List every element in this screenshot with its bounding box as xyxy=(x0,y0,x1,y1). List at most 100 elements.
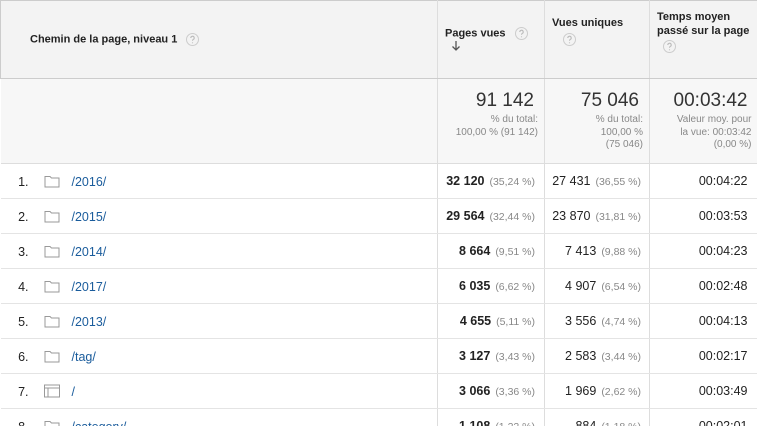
page-path-link[interactable]: /tag/ xyxy=(71,349,96,364)
unique-views-cell: 27 431 (36,55 %) xyxy=(544,163,650,199)
unique-views-value: 3 556 xyxy=(565,314,597,328)
data-row: 4. /2017/6 035 (6,62 %) 4 907 (6,54 %) 00:02:… xyxy=(0,268,757,304)
unique-views-cell: 23 870 (31,81 %) xyxy=(544,198,650,234)
unique-views-cell: 4 907 (6,54 %) xyxy=(544,268,650,304)
column-header[interactable]: Temps moyen passé sur la page xyxy=(649,0,757,79)
page-path-link[interactable]: /2015/ xyxy=(71,209,107,224)
column-header[interactable]: Vues uniques xyxy=(544,0,650,79)
page-icon xyxy=(43,384,60,397)
avg-time-value: 00:03:49 xyxy=(698,384,748,398)
dimension-cell: 2. /2015/ xyxy=(0,198,438,234)
dimension-cell: 7. / xyxy=(0,373,438,409)
row-index: 8. xyxy=(1,420,28,426)
unique-views-value: 23 870 xyxy=(552,209,591,223)
help-icon[interactable] xyxy=(186,33,200,46)
note-line: 100,00 % xyxy=(600,126,643,138)
total-note: % du total: 100,00 % (91 142) xyxy=(438,114,544,139)
header-text: Pages vues xyxy=(445,27,506,40)
note-line: (0,00 %) xyxy=(713,139,752,150)
avg-time-cell: 00:03:49 xyxy=(649,373,757,409)
data-row: 2. /2015/29 564 (32,44 %) 23 870 (31,81 %) 00… xyxy=(0,198,757,234)
column-header[interactable]: Pages vues xyxy=(437,0,545,79)
header-row: Chemin de la page, niveau 1 Pages vues V… xyxy=(0,0,757,79)
data-row: 7. / 3 066 (3,36 %) 1 969 (2,62 %) 00:03:49 xyxy=(0,373,757,409)
page-path-link[interactable]: /2014/ xyxy=(71,244,107,259)
data-row: 6. /tag/3 127 (3,43 %) 2 583 (3,44 %) 00:02:1… xyxy=(0,338,757,374)
avg-time-value: 00:03:53 xyxy=(698,209,748,223)
pageviews-cell: 32 120 (35,24 %) xyxy=(437,163,545,199)
totals-label-cell xyxy=(0,78,438,164)
dimension-cell: 1. /2016/ xyxy=(0,163,438,199)
pageviews-value: 6 035 xyxy=(459,279,491,293)
pageviews-cell: 6 035 (6,62 %) xyxy=(437,268,545,304)
avg-time-value: 00:02:17 xyxy=(698,349,748,363)
dimension-cell: 8. /category/ xyxy=(0,408,438,426)
folder-icon xyxy=(44,210,59,222)
unique-views-cell: 1 969 (2,62 %) xyxy=(544,373,650,409)
pageviews-percent: (3,43 %) xyxy=(495,351,535,363)
header-text: Vues uniques xyxy=(552,17,624,29)
folder-icon xyxy=(44,175,59,187)
avg-time-value: 00:04:23 xyxy=(698,244,748,258)
data-row: 5. /2013/4 655 (5,11 %) 3 556 (4,74 %) 00:04:… xyxy=(0,303,757,339)
unique-views-value: 2 583 xyxy=(565,349,597,363)
total-value: 91 142 xyxy=(475,90,534,111)
dimension-header: Chemin de la page, niveau 1 xyxy=(0,0,438,79)
folder-icon xyxy=(44,315,59,327)
page-path-link[interactable]: /2013/ xyxy=(71,314,107,329)
dimension-cell: 6. /tag/ xyxy=(0,338,438,374)
unique-views-percent: (3,44 %) xyxy=(601,351,641,363)
note-line: la vue: 00:03:42 xyxy=(680,126,752,138)
pageviews-cell: 4 655 (5,11 %) xyxy=(437,303,545,339)
page-path-link[interactable]: /category/ xyxy=(72,420,127,426)
dimension-cell: 4. /2017/ xyxy=(0,268,438,304)
total-note: % du total: 100,00 % (75 046) xyxy=(545,114,649,152)
avg-time-cell: 00:02:01 xyxy=(649,408,757,426)
pageviews-value: 3 066 xyxy=(459,384,491,398)
unique-views-value: 4 907 xyxy=(565,279,597,293)
unique-views-value: 1 969 xyxy=(565,384,597,398)
sort-arrow[interactable] xyxy=(451,40,461,52)
pageviews-value: 29 564 xyxy=(446,209,485,223)
total-cell: 00:03:42 Valeur moy. pour la vue: 00:03:42… xyxy=(649,78,757,164)
note-line: 100,00 % (91 142) xyxy=(455,126,538,138)
row-index: 3. xyxy=(18,244,29,259)
note-line: % du total: xyxy=(595,114,643,125)
avg-time-cell: 00:04:13 xyxy=(649,303,757,339)
pageviews-value: 8 664 xyxy=(459,244,491,258)
avg-time-cell: 00:04:23 xyxy=(649,233,757,269)
avg-time-value: 00:04:22 xyxy=(698,174,748,188)
help-icon[interactable] xyxy=(514,26,528,40)
header-text: Temps moyen passé sur la page xyxy=(657,11,750,37)
table-body: 91 142% du total: 100,00 % (91 142) 75 046… xyxy=(0,78,757,426)
pageviews-value: 3 127 xyxy=(459,349,491,363)
row-index: 2. xyxy=(18,209,29,224)
pageviews-percent: (5,11 %) xyxy=(496,316,535,328)
total-cell: 91 142 % du total: 100,00 % (91 142) xyxy=(437,78,545,164)
help-icon[interactable] xyxy=(563,33,576,46)
avg-time-value: 00:04:13 xyxy=(698,314,748,328)
row-index: 5. xyxy=(18,314,29,329)
avg-time-cell: 00:03:53 xyxy=(649,198,757,234)
avg-time-value: 00:02:48 xyxy=(698,279,748,293)
help-icon[interactable] xyxy=(663,40,676,53)
unique-views-percent: (2,62 %) xyxy=(601,386,641,398)
page-path-link[interactable]: /2016/ xyxy=(71,174,107,189)
pageviews-percent: (32,44 %) xyxy=(489,211,535,223)
unique-views-cell: 7 413 (9,88 %) xyxy=(544,233,650,269)
page-path-link[interactable]: / xyxy=(71,384,75,399)
totals-row: 91 142% du total: 100,00 % (91 142) 75 046… xyxy=(0,78,757,164)
pageviews-value: 4 655 xyxy=(459,314,492,328)
pageviews-percent: (35,24 %) xyxy=(489,176,535,188)
total-value: 75 046 xyxy=(580,90,639,111)
row-index: 4. xyxy=(18,279,29,294)
dimension-cell: 5. /2013/ xyxy=(0,303,438,339)
page-path-link[interactable]: /2017/ xyxy=(71,279,107,294)
pageviews-value: 1 108 xyxy=(459,419,491,426)
row-index: 1. xyxy=(18,174,29,189)
avg-time-cell: 00:02:48 xyxy=(649,268,757,304)
dimension-cell: 3. /2014/ xyxy=(0,233,438,269)
note-line: % du total: xyxy=(490,114,538,125)
folder-icon xyxy=(44,350,59,362)
pageviews-cell: 3 066 (3,36 %) xyxy=(437,373,545,409)
